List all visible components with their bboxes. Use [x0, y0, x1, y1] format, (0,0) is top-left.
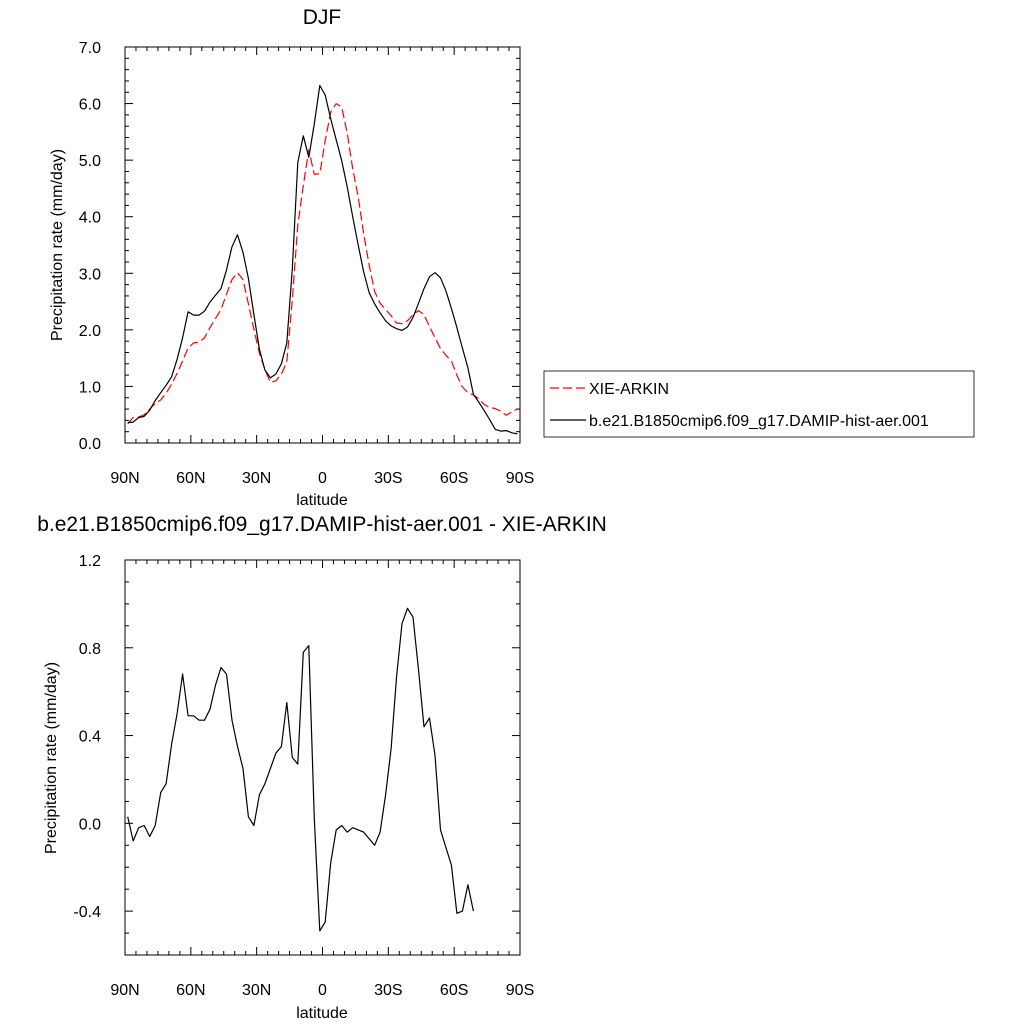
plot-frame-top — [124, 46, 521, 444]
legend: XIE-ARKIN b.e21.B1850cmip6.f09_g17.DAMIP… — [543, 370, 975, 438]
legend-label-xie-arkin: XIE-ARKIN — [589, 381, 669, 398]
axis-ticks-bottom — [124, 559, 521, 956]
y-tick-label: 3.0 — [79, 266, 101, 283]
series-line-0-0 — [127, 103, 518, 425]
x-tick-label: 60S — [440, 470, 468, 487]
series-line-1-0 — [127, 607, 474, 932]
legend-label-model: b.e21.B1850cmip6.f09_g17.DAMIP-hist-aer.… — [589, 413, 929, 430]
y-tick-label: 0.4 — [79, 729, 101, 746]
plot-frame-bottom — [124, 559, 521, 956]
y-tick-label: 0.8 — [79, 641, 101, 658]
panel-top-djf: DJF 90N 60N 30N 0 30S 60S 90S 0.0 1.0 2.0 3.0 4.0 5… — [49, 6, 975, 509]
y-tick-label: 4.0 — [79, 210, 101, 227]
x-tick-label: 30N — [242, 982, 271, 999]
x-tick-label: 30S — [374, 470, 402, 487]
x-tick-label: 30N — [242, 470, 271, 487]
x-tick-label: 90S — [506, 470, 534, 487]
y-tick-label: 5.0 — [79, 153, 101, 170]
x-tick-label: 60N — [176, 982, 205, 999]
axis-ticks-top — [124, 46, 521, 444]
chart-title-bottom: b.e21.B1850cmip6.f09_g17.DAMIP-hist-aer.… — [37, 513, 607, 536]
y-tick-labels-bottom: -0.4 0.0 0.4 0.8 1.2 — [73, 553, 101, 921]
x-tick-label: 90S — [506, 982, 534, 999]
x-tick-labels-top: 90N 60N 30N 0 30S 60S 90S — [110, 470, 534, 487]
x-tick-label: 0 — [318, 470, 327, 487]
y-axis-label-bottom: Precipitation rate (mm/day) — [43, 662, 60, 854]
x-axis-label-top: latitude — [296, 492, 348, 509]
y-tick-label: 2.0 — [79, 323, 101, 340]
y-tick-label: 1.2 — [79, 553, 101, 570]
y-tick-label: 7.0 — [79, 40, 101, 57]
y-tick-label: 6.0 — [79, 97, 101, 114]
chart-title-top: DJF — [303, 6, 342, 29]
y-tick-label: 1.0 — [79, 379, 101, 396]
legend-box — [543, 370, 975, 438]
x-tick-label: 60N — [176, 470, 205, 487]
x-axis-label-bottom: latitude — [296, 1005, 348, 1022]
series-lines-top — [127, 84, 518, 435]
series-lines-bottom — [127, 607, 474, 932]
panel-bottom-difference: b.e21.B1850cmip6.f09_g17.DAMIP-hist-aer.… — [37, 513, 607, 1022]
x-tick-label: 90N — [110, 982, 139, 999]
series-line-0-1 — [127, 84, 518, 435]
x-tick-label: 60S — [440, 982, 468, 999]
y-tick-label: 0.0 — [79, 436, 101, 453]
y-axis-label-top: Precipitation rate (mm/day) — [49, 149, 66, 341]
x-tick-labels-bottom: 90N 60N 30N 0 30S 60S 90S — [110, 982, 534, 999]
y-tick-label: -0.4 — [73, 904, 101, 921]
y-tick-label: 0.0 — [79, 816, 101, 833]
x-tick-label: 90N — [110, 470, 139, 487]
y-tick-labels-top: 0.0 1.0 2.0 3.0 4.0 5.0 6.0 7.0 — [79, 40, 101, 453]
x-tick-label: 0 — [318, 982, 327, 999]
x-tick-label: 30S — [374, 982, 402, 999]
